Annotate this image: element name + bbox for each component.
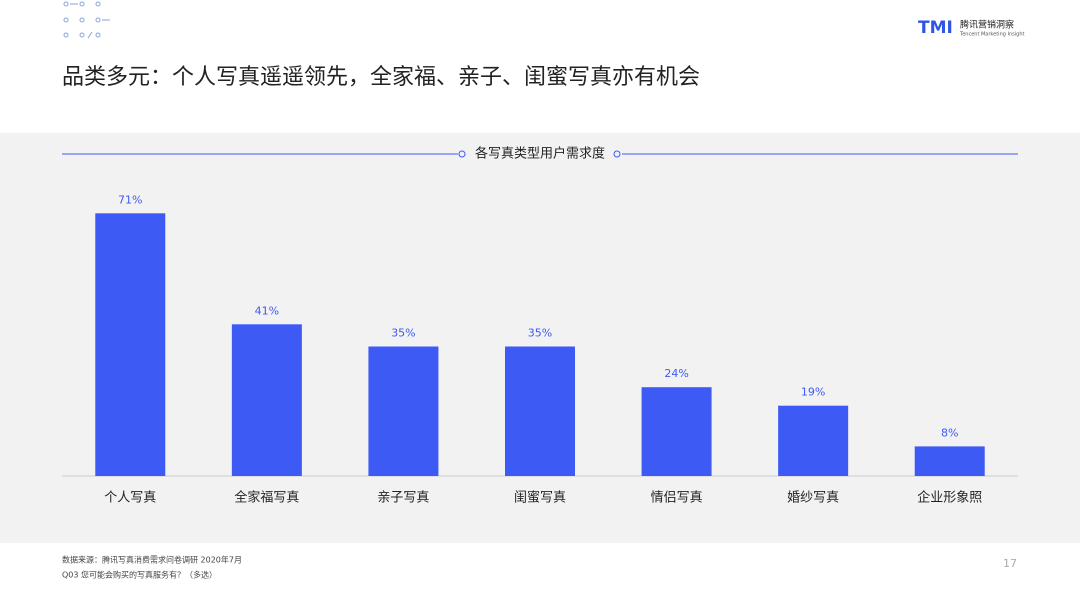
value-label: 8% — [941, 426, 958, 439]
chart-title: 各写真类型用户需求度 — [475, 146, 605, 162]
bar — [778, 405, 849, 476]
x-tick-label: 情侣写真 — [651, 491, 703, 506]
slide-title: 品类多元：个人写真遥遥领先，全家福、亲子、闺蜜写真亦有机会 — [62, 65, 700, 90]
x-tick-label: 个人写真 — [104, 491, 156, 506]
title-dot — [458, 150, 466, 158]
value-label: 35% — [391, 327, 415, 340]
title-dot — [613, 150, 621, 158]
value-label: 19% — [801, 386, 825, 399]
bar — [914, 446, 985, 476]
question: Q03 您可能会购买的写真服务有？（多选） — [62, 570, 217, 580]
decor-dots — [63, 1, 110, 39]
source: 数据来源：腾讯写真消费需求问卷调研 2020年7月 — [62, 555, 242, 565]
bar — [368, 346, 439, 476]
logo-name: 腾讯营销洞察 — [960, 19, 1014, 31]
bar — [641, 387, 712, 476]
value-label: 24% — [664, 367, 688, 380]
page-number: 17 — [1003, 557, 1017, 570]
value-label: 41% — [255, 304, 279, 317]
x-tick-label: 亲子写真 — [377, 491, 429, 506]
logo-mark: TMI — [918, 18, 953, 38]
x-tick-label: 婚纱写真 — [787, 491, 839, 506]
value-label: 71% — [118, 193, 142, 206]
logo-subtitle: Tencent Marketing Insight — [959, 32, 1024, 38]
x-tick-label: 全家福写真 — [234, 490, 299, 506]
value-label: 35% — [528, 327, 552, 340]
bar — [95, 213, 166, 477]
bar — [505, 346, 575, 476]
x-tick-label: 闺蜜写真 — [514, 491, 566, 506]
x-tick-label: 企业形象照 — [917, 490, 982, 506]
bar — [231, 324, 302, 476]
